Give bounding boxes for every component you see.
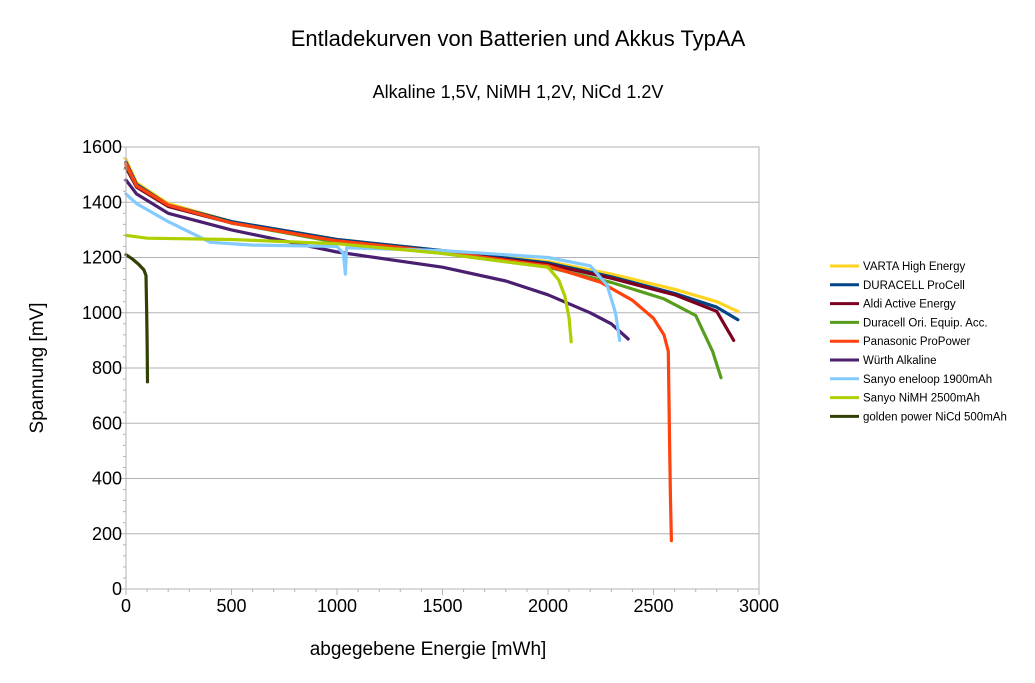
x-tick-label: 2500	[633, 596, 673, 616]
series-lines	[124, 157, 740, 543]
y-tick-label: 1600	[82, 137, 122, 157]
y-tick-label: 0	[112, 579, 122, 599]
chart-subtitle: Alkaline 1,5V, NiMH 1,2V, NiCd 1.2V	[373, 82, 664, 102]
series-line-8	[124, 233, 573, 344]
y-tick-label: 600	[92, 413, 122, 433]
legend-label: Würth Alkaline	[863, 355, 937, 367]
x-tick-label: 500	[216, 596, 246, 616]
legend-label: VARTA High Energy	[863, 261, 966, 273]
series-line-7	[124, 192, 622, 342]
x-axis-ticks: 0 500 1000 1500 2000 2500 3000	[121, 589, 779, 616]
gridlines	[126, 146, 759, 535]
x-axis-label: abgegebene Energie [mWh]	[310, 639, 547, 660]
x-tick-label: 0	[121, 596, 131, 616]
legend: VARTA High Energy DURACELL ProCell Aldi Ac…	[830, 261, 1007, 423]
chart-title: Entladekurven von Batterien und Akkus Ty…	[291, 26, 746, 51]
x-tick-label: 3000	[739, 596, 779, 616]
series-line-5	[124, 162, 673, 543]
y-tick-label: 1400	[82, 192, 122, 212]
x-tick-label: 2000	[528, 596, 568, 616]
series-line-9	[124, 253, 150, 384]
y-tick-label: 1000	[82, 303, 122, 323]
legend-label: Sanyo eneloop 1900mAh	[863, 374, 992, 386]
x-tick-label: 1500	[422, 596, 462, 616]
y-tick-label: 800	[92, 358, 122, 378]
legend-label: Sanyo NiMH 2500mAh	[863, 393, 980, 405]
series-line-6	[124, 178, 630, 341]
y-tick-label: 400	[92, 469, 122, 489]
legend-label: Aldi Active Energy	[863, 299, 956, 311]
legend-label: Duracell Ori. Equip. Acc.	[863, 317, 988, 329]
legend-label: Panasonic ProPower	[863, 336, 971, 348]
legend-label: golden power NiCd 500mAh	[863, 411, 1007, 423]
y-tick-label: 1200	[82, 248, 122, 268]
x-tick-label: 1000	[317, 596, 357, 616]
y-axis-ticks: 0 200 400 600 800 1000 1200 1400 1600	[82, 137, 126, 599]
y-tick-label: 200	[92, 524, 122, 544]
legend-label: DURACELL ProCell	[863, 280, 965, 292]
y-axis-label: Spannung [mV]	[27, 303, 48, 434]
